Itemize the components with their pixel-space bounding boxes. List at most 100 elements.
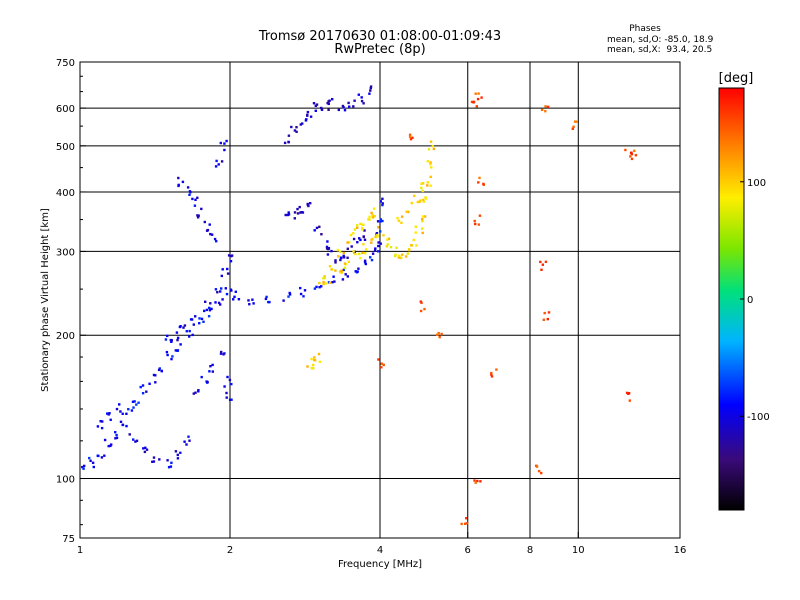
- echo-point: [226, 272, 230, 275]
- echo-point: [379, 218, 382, 221]
- echo-point: [166, 334, 169, 338]
- echo-point: [167, 466, 171, 469]
- echo-point: [214, 301, 217, 304]
- echo-point: [158, 367, 161, 370]
- echo-point: [220, 160, 224, 163]
- echo-point: [327, 100, 330, 103]
- x-tick-label: 4: [377, 545, 383, 556]
- echo-point: [397, 219, 401, 222]
- echo-point: [151, 460, 154, 463]
- echo-point: [315, 103, 319, 106]
- echo-point: [188, 335, 191, 338]
- echo-point: [327, 247, 331, 250]
- echo-point: [315, 226, 319, 230]
- echo-point: [547, 311, 551, 314]
- echo-point: [299, 292, 303, 296]
- echo-point: [221, 298, 224, 301]
- echo-point: [341, 278, 345, 281]
- echo-point: [541, 263, 544, 266]
- echo-point: [169, 465, 173, 468]
- echo-point: [141, 392, 145, 395]
- echo-point: [214, 165, 218, 168]
- echo-point: [214, 288, 218, 291]
- echo-point: [107, 413, 110, 416]
- echo-point: [478, 214, 482, 217]
- echo-point: [83, 464, 86, 468]
- echo-point: [296, 207, 299, 211]
- echo-point: [426, 160, 429, 163]
- echo-point: [426, 184, 429, 187]
- echo-point: [166, 353, 169, 357]
- echo-point: [325, 282, 328, 285]
- echo-point: [103, 438, 107, 442]
- echo-point: [217, 301, 221, 305]
- echo-point: [473, 219, 476, 223]
- echo-point: [229, 288, 233, 291]
- echo-point: [174, 450, 178, 453]
- x-tick-label: 1: [77, 545, 83, 556]
- echo-point: [175, 331, 179, 334]
- echo-point: [320, 108, 324, 111]
- echo-point: [209, 365, 212, 368]
- echo-point: [627, 392, 631, 395]
- echo-point: [349, 233, 353, 237]
- echo-point: [109, 418, 112, 421]
- echo-point: [131, 400, 135, 403]
- echo-point: [176, 338, 179, 342]
- echo-point: [418, 200, 421, 203]
- echo-point: [379, 242, 382, 245]
- echo-point: [188, 193, 191, 196]
- echo-point: [412, 238, 415, 242]
- echo-point: [171, 355, 174, 358]
- echo-point: [103, 454, 106, 457]
- echo-point: [177, 176, 180, 180]
- echo-point: [288, 291, 291, 295]
- echo-point: [465, 517, 468, 520]
- echo-point: [400, 221, 403, 224]
- echo-point: [546, 105, 550, 109]
- y-tick-label: 75: [62, 534, 75, 545]
- echo-point: [413, 194, 416, 197]
- echo-point: [176, 453, 179, 457]
- echo-point: [427, 148, 431, 151]
- echo-point: [229, 260, 233, 263]
- echo-point: [213, 237, 217, 241]
- echo-point: [248, 303, 251, 306]
- echo-point: [252, 302, 255, 305]
- echo-point: [189, 318, 193, 321]
- echo-point: [408, 248, 411, 252]
- echo-point: [210, 307, 213, 311]
- echo-point: [115, 433, 118, 437]
- echo-point: [179, 451, 182, 454]
- echo-point: [330, 249, 333, 253]
- x-axis-label: Frequency [MHz]: [338, 559, 422, 570]
- echo-point: [382, 234, 385, 237]
- echo-point: [141, 384, 145, 387]
- echo-point: [346, 247, 349, 250]
- echo-point: [203, 220, 206, 224]
- echo-point: [540, 471, 543, 475]
- echo-point: [109, 444, 112, 448]
- echo-point: [326, 253, 330, 256]
- echo-point: [422, 200, 426, 203]
- echo-point: [200, 317, 204, 321]
- echo-point: [376, 235, 379, 238]
- echo-point: [352, 232, 355, 235]
- echo-point: [371, 252, 375, 255]
- data-points: [81, 85, 638, 526]
- echo-point: [372, 207, 376, 210]
- echo-point: [210, 233, 214, 236]
- echo-point: [363, 238, 367, 241]
- echo-point: [208, 306, 211, 310]
- echo-point: [495, 368, 498, 371]
- echo-point: [361, 226, 364, 230]
- echo-point: [282, 299, 285, 302]
- echo-point: [283, 141, 287, 145]
- echo-point: [346, 275, 349, 278]
- echo-point: [336, 248, 340, 252]
- echo-point: [99, 420, 102, 423]
- echo-point: [379, 230, 382, 233]
- colorbar-gradient: [718, 87, 745, 511]
- echo-point: [313, 359, 317, 362]
- echo-point: [293, 129, 297, 132]
